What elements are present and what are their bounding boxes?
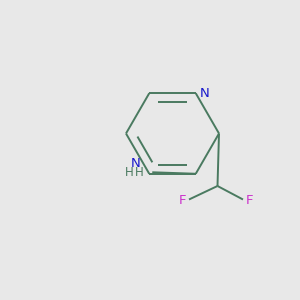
Text: H: H [125, 166, 134, 179]
Text: H: H [134, 166, 143, 179]
Text: F: F [179, 194, 186, 208]
Text: N: N [131, 157, 141, 170]
Text: N: N [200, 87, 210, 100]
Text: F: F [246, 194, 253, 208]
